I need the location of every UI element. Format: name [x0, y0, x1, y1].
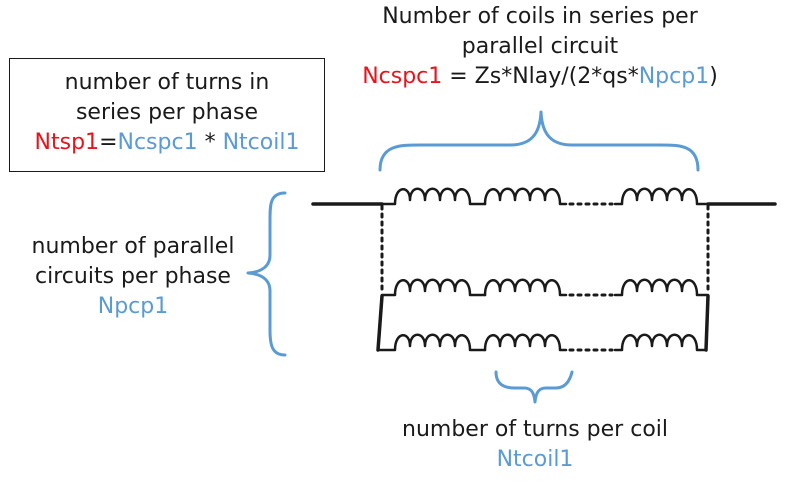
ncspc1-formula-close: ) [709, 64, 718, 89]
turns-per-coil-line1: number of turns per coil [402, 417, 668, 442]
ntcoil1-var: Ntcoil1 [496, 447, 574, 472]
ntcoil1-term: Ntcoil1 [222, 130, 300, 155]
left-bus-solid [376, 294, 384, 352]
ncspc1-var: Ncspc1 [362, 64, 443, 89]
coils-in-series-brace [378, 110, 700, 172]
turns-per-phase-line2: series per phase [75, 100, 259, 125]
coils-in-series-line2: parallel circuit [461, 34, 619, 59]
coil-top-1 [380, 187, 487, 206]
coils-in-series-label: Number of coils in series per parallel c… [340, 2, 740, 92]
parallel-circuits-label: number of parallel circuits per phase Np… [8, 232, 258, 322]
parallel-circuits-line2: circuits per phase [35, 264, 231, 289]
turns-per-coil-label: number of turns per coil Ntcoil1 [350, 415, 720, 475]
branch-middle [380, 278, 710, 297]
coil-mid-3 [613, 278, 710, 297]
turns-per-phase-line1: number of turns in [64, 70, 270, 95]
turns-per-coil-brace [494, 370, 574, 404]
coil-mid-2 [483, 278, 568, 297]
coil-top-2 [483, 187, 568, 206]
ncspc1-formula-body: = Zs*Nlay/(2*qs* [442, 64, 639, 89]
ntsp1-var: Ntsp1 [34, 130, 100, 155]
right-bus-solid [704, 294, 710, 352]
coil-mid-1 [380, 278, 487, 297]
turns-per-phase-box [9, 58, 325, 172]
npcp1-param: Npcp1 [638, 64, 710, 89]
multiply-operator: * [197, 130, 223, 155]
coil-top-3 [613, 187, 710, 206]
parallel-circuits-brace [246, 191, 287, 357]
ntsp1-equals: = [99, 130, 118, 155]
coils-in-series-line1: Number of coils in series per [382, 4, 698, 29]
branch-top [380, 187, 710, 206]
coils-in-series-formula: Ncspc1 = Zs*Nlay/(2*qs*Npcp1) [340, 62, 740, 92]
coil-bot-3 [613, 333, 708, 352]
coil-bot-2 [483, 333, 568, 352]
npcp1-var: Npcp1 [97, 294, 169, 319]
turns-per-phase-formula: Ntsp1=Ncspc1 * Ntcoil1 [9, 128, 325, 158]
branch-bottom [378, 333, 708, 352]
turns-per-phase-label: number of turns in series per phase Ntsp… [9, 68, 325, 158]
parallel-circuits-line1: number of parallel [31, 234, 235, 259]
coil-bot-1 [378, 333, 487, 352]
ncspc1-term: Ncspc1 [117, 130, 198, 155]
